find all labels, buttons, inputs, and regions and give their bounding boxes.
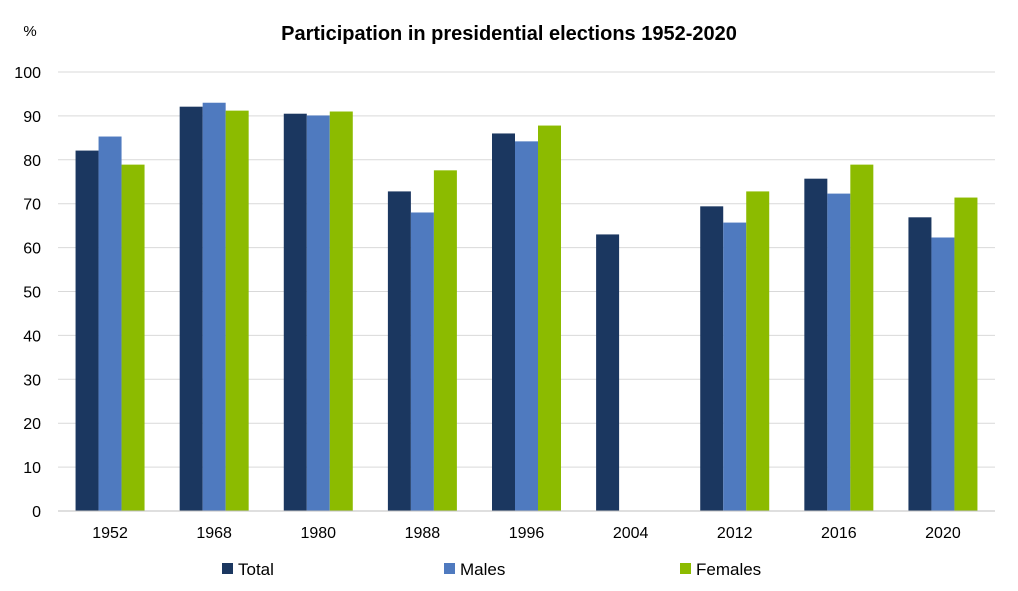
x-tick-label: 1996 [509,525,545,542]
bar-total [492,133,515,511]
legend-swatch-total [222,563,233,574]
bar-males [410,212,434,512]
x-tick-label: 2012 [717,525,753,542]
bar-total [804,178,828,511]
y-tick-label: 30 [23,372,41,389]
y-tick-label: 0 [32,504,41,521]
bar-females [954,197,978,511]
bar-females [433,170,457,511]
bar-total [700,206,724,512]
y-tick-label: 10 [23,460,41,477]
bar-total [75,150,99,511]
y-tick-label: 20 [23,416,41,433]
legend-label-males: Males [460,560,505,579]
y-tick-label: 90 [23,109,41,126]
bar-total [283,113,307,511]
legend-label-females: Females [696,560,761,579]
y-axis-ticks: 0 10 20 30 40 50 60 70 80 90 100 [14,65,41,521]
bars [75,102,978,512]
y-axis-unit-label: % [23,23,36,40]
chart-title: Participation in presidential elections … [281,23,737,45]
x-axis-ticks: 1952 1968 1980 1988 1996 2004 2012 2016 2020 [92,525,961,542]
bar-total [387,191,411,511]
bar-total [179,106,203,511]
bar-males [931,237,955,512]
y-tick-label: 100 [14,65,41,82]
bar-males [515,141,538,511]
x-tick-label: 1952 [92,525,128,542]
bar-total [908,217,932,511]
bar-males [827,193,851,511]
legend: Total Males Females [222,560,761,579]
x-tick-label: 2004 [613,525,649,542]
bar-females [329,111,353,511]
bar-males [202,102,226,511]
bar-males [98,136,122,511]
bar-females [225,110,249,511]
legend-swatch-females [680,563,691,574]
y-tick-label: 40 [23,328,41,345]
bar-males [723,222,747,511]
y-tick-label: 80 [23,153,41,170]
bar-females [538,125,561,512]
bar-total [596,234,620,511]
legend-swatch-males [444,563,455,574]
bar-females [850,164,874,511]
x-tick-label: 1980 [300,525,336,542]
bar-males [306,115,330,511]
x-tick-label: 2016 [821,525,857,542]
x-tick-label: 1988 [405,525,441,542]
bar-females [121,164,145,511]
x-tick-label: 2020 [925,525,961,542]
y-tick-label: 60 [23,241,41,258]
y-tick-label: 50 [23,285,41,302]
legend-label-total: Total [238,560,274,579]
y-tick-label: 70 [23,197,41,214]
bar-females [746,191,770,511]
x-tick-label: 1968 [196,525,232,542]
